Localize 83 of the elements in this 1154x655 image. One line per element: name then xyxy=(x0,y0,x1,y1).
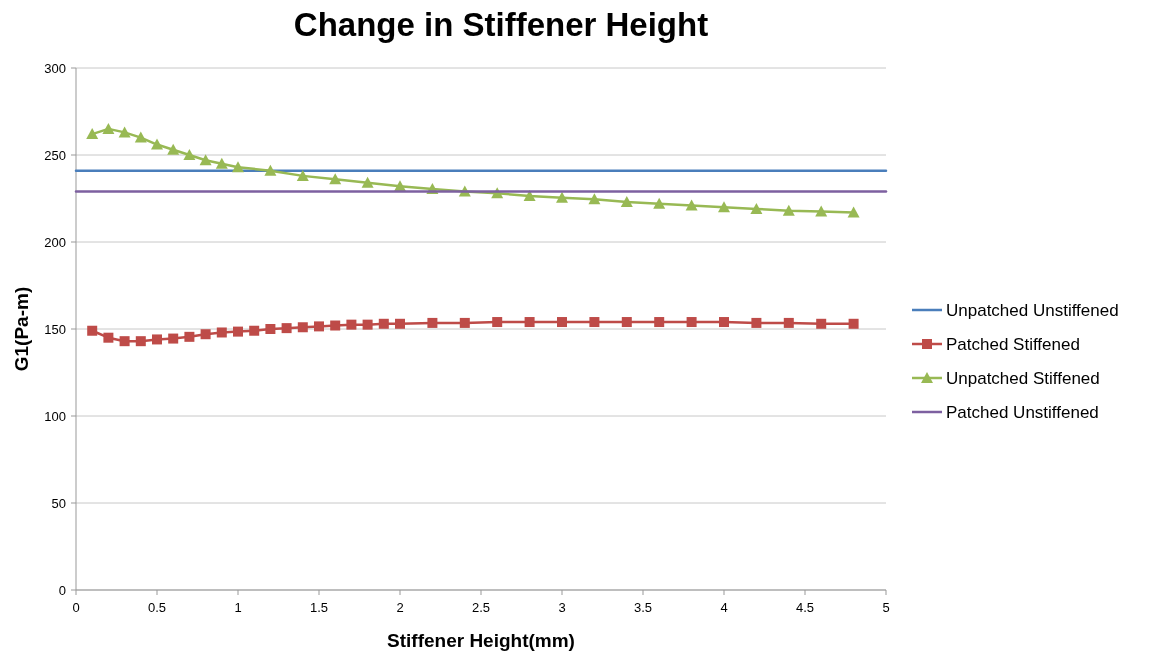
point xyxy=(151,138,163,150)
point xyxy=(330,320,341,331)
point xyxy=(103,332,114,343)
point xyxy=(719,317,729,328)
point xyxy=(847,206,860,218)
point xyxy=(362,319,373,330)
x-tick-label: 1 xyxy=(234,600,242,615)
point xyxy=(168,333,179,344)
point xyxy=(459,317,470,328)
point xyxy=(297,322,308,333)
point xyxy=(232,161,244,173)
y-tick-label: 100 xyxy=(44,408,66,424)
point xyxy=(556,191,568,203)
point xyxy=(184,331,195,342)
point xyxy=(167,143,180,155)
point xyxy=(134,131,147,143)
point xyxy=(152,334,162,345)
point xyxy=(751,317,762,328)
point xyxy=(378,318,389,329)
legend-label: Unpatched Unstiffened xyxy=(946,300,1119,320)
point xyxy=(589,317,600,328)
point xyxy=(816,318,827,329)
x-tick-label: 1.5 xyxy=(309,600,329,615)
point xyxy=(199,154,212,166)
point xyxy=(135,336,146,347)
y-tick-label: 0 xyxy=(58,582,66,598)
legend-label: Patched Unstiffened xyxy=(946,402,1099,422)
y-tick-label: 150 xyxy=(44,321,66,337)
y-tick-label: 300 xyxy=(44,60,66,76)
y-tick-label: 200 xyxy=(44,234,66,250)
point xyxy=(249,325,260,336)
point xyxy=(427,317,438,328)
legend-label: Unpatched Stiffened xyxy=(946,368,1100,388)
x-tick-label: 0 xyxy=(72,600,80,615)
point xyxy=(118,126,131,138)
point xyxy=(848,318,859,329)
point xyxy=(216,327,227,338)
point xyxy=(620,195,633,207)
point xyxy=(686,317,697,328)
point xyxy=(281,323,292,334)
x-tick-label: 3.5 xyxy=(633,600,653,615)
point xyxy=(750,202,763,214)
point xyxy=(183,149,196,160)
point xyxy=(314,321,324,332)
point xyxy=(233,326,243,337)
y-tick-label: 50 xyxy=(51,495,66,511)
chart-title: Change in Stiffener Height xyxy=(293,6,709,43)
point xyxy=(524,317,535,328)
x-axis-title: Stiffener Height(mm) xyxy=(387,630,575,651)
point xyxy=(782,204,795,216)
point xyxy=(265,324,276,334)
point xyxy=(102,122,115,134)
x-tick-label: 0.5 xyxy=(147,600,167,615)
x-tick-label: 2.5 xyxy=(471,600,491,615)
point xyxy=(588,193,601,205)
x-tick-label: 4 xyxy=(720,600,728,615)
point xyxy=(395,318,405,329)
point xyxy=(361,176,374,188)
x-tick-label: 3 xyxy=(558,600,566,615)
point xyxy=(653,197,666,209)
point xyxy=(654,317,665,328)
point xyxy=(87,325,98,336)
point xyxy=(329,173,342,185)
point xyxy=(718,201,730,213)
y-tick-label: 250 xyxy=(44,147,66,163)
point xyxy=(557,317,567,328)
point xyxy=(119,336,130,347)
point xyxy=(815,205,828,217)
point xyxy=(783,317,794,328)
x-tick-label: 5 xyxy=(882,600,890,615)
point xyxy=(86,128,99,140)
point xyxy=(215,157,228,169)
point xyxy=(492,317,503,328)
x-tick-label: 2 xyxy=(396,600,404,615)
x-tick-label: 4.5 xyxy=(795,600,815,615)
point xyxy=(264,164,277,176)
point xyxy=(200,329,211,340)
y-axis-title: G1(Pa-m) xyxy=(11,286,32,372)
point xyxy=(296,169,309,181)
point xyxy=(621,317,632,328)
point xyxy=(685,199,698,211)
point xyxy=(346,319,357,330)
legend-label: Patched Stiffened xyxy=(946,334,1080,354)
